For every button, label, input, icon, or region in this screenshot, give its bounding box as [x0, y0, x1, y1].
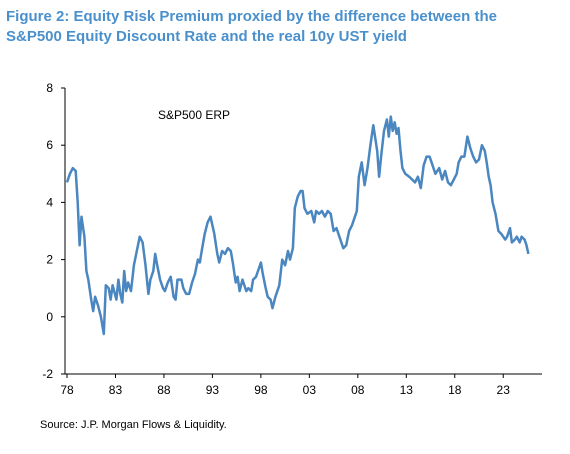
x-tick-label: 03 — [303, 383, 317, 397]
x-tick-label: 93 — [206, 383, 220, 397]
x-tick-label: 18 — [448, 383, 462, 397]
y-tick-label: -2 — [42, 367, 53, 381]
data-line — [65, 115, 530, 336]
chart-title: S&P500 Equity Discount Rate and the real… — [6, 28, 407, 45]
x-tick-label: 13 — [400, 383, 414, 397]
source-note: Source: J.P. Morgan Flows & Liquidity. — [40, 419, 227, 431]
x-tick-label: 98 — [254, 383, 268, 397]
x-tick-label: 88 — [157, 383, 171, 397]
x-tick-label: 83 — [109, 383, 123, 397]
x-tick-label: 08 — [351, 383, 365, 397]
y-tick-label: 8 — [46, 81, 53, 95]
chart-title: Figure 2: Equity Risk Premium proxied by… — [6, 8, 497, 25]
annotation: S&P500 ERP — [158, 108, 230, 122]
y-tick-label: 2 — [46, 253, 53, 267]
y-tick-label: 0 — [46, 310, 53, 324]
x-tick-label: 23 — [497, 383, 511, 397]
y-tick-label: 6 — [46, 138, 53, 152]
x-tick-label: 78 — [60, 383, 74, 397]
y-tick-label: 4 — [46, 195, 53, 209]
